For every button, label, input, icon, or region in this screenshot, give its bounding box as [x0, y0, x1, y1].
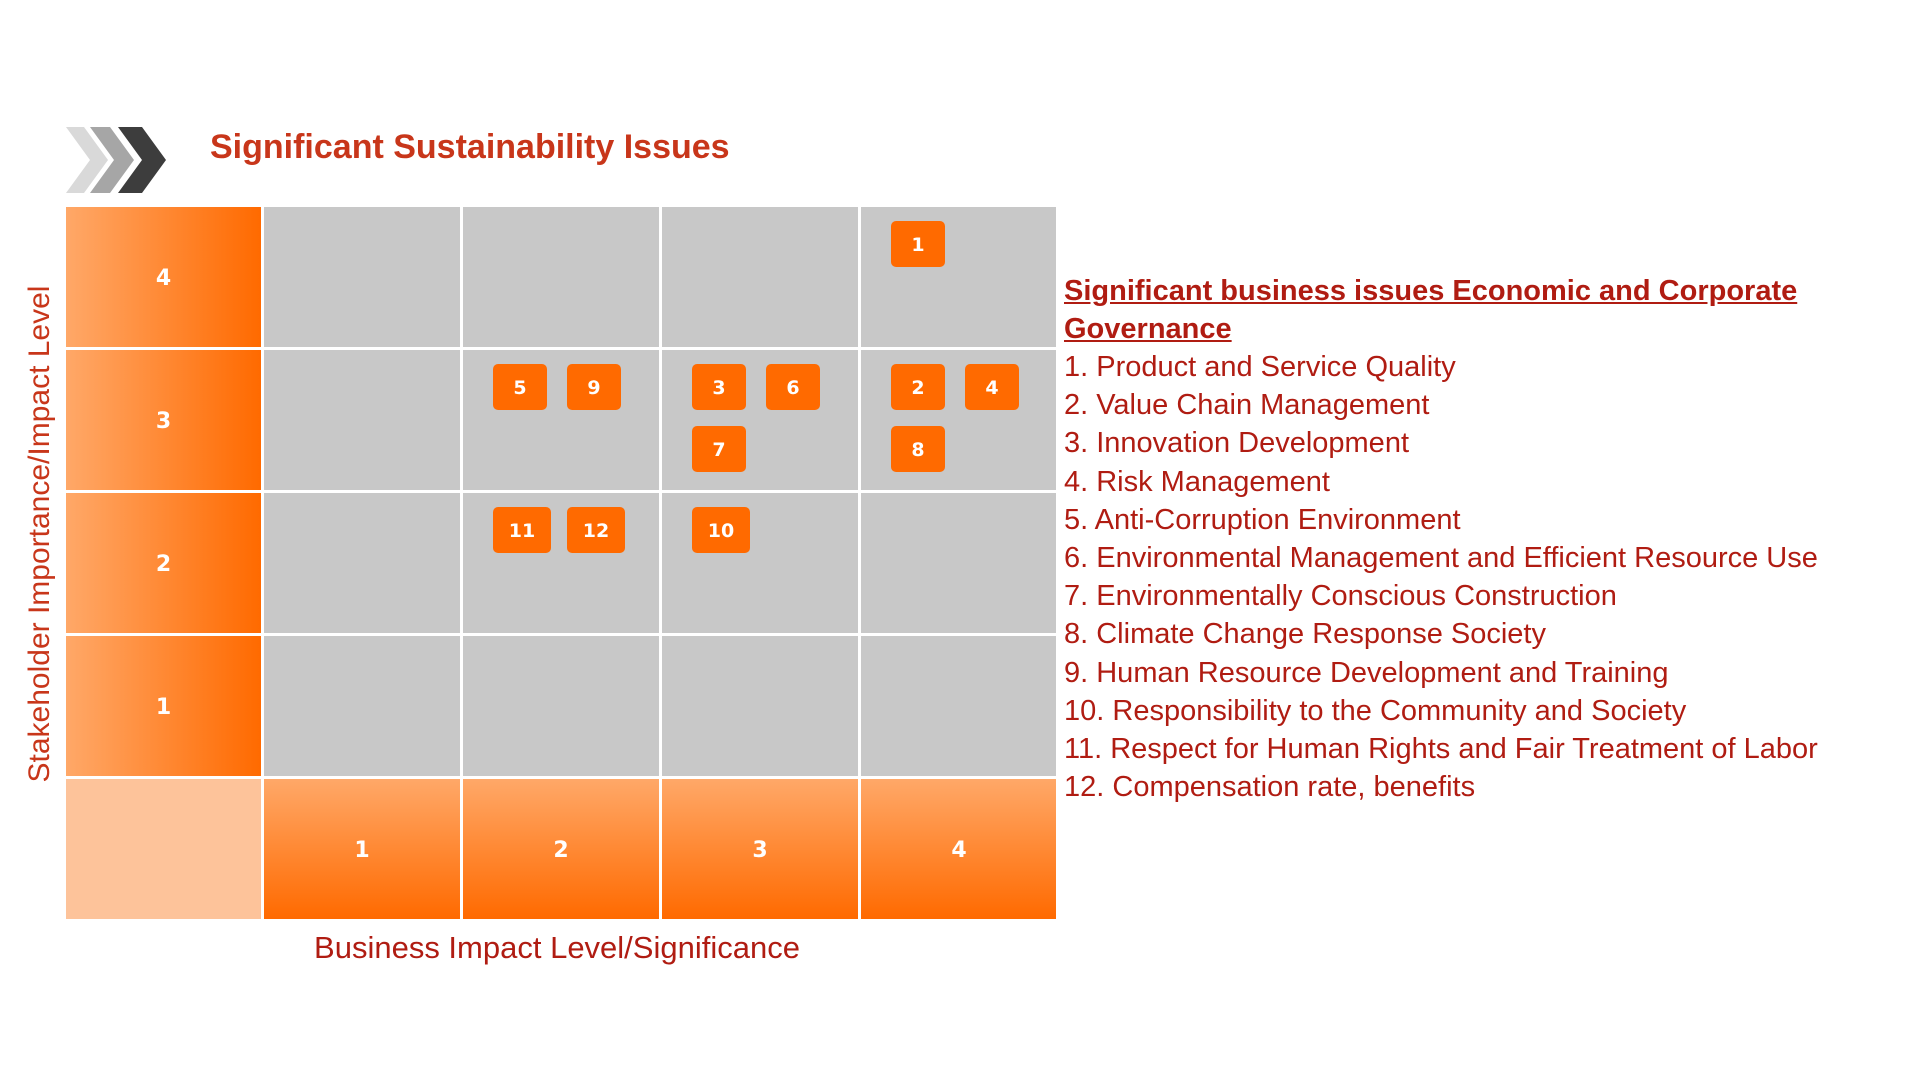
- y-level-cell-4: [66, 207, 261, 347]
- x-tick-label-3: 3: [752, 838, 767, 863]
- x-level-cell-2: [463, 779, 659, 919]
- issue-marker-label: 3: [712, 377, 725, 399]
- chevron-arrows-icon: [66, 127, 166, 193]
- grid-cell: [463, 207, 659, 347]
- issue-marker-box: [965, 364, 1019, 410]
- grid-cell: [264, 636, 460, 776]
- issue-marker-8: 8: [891, 426, 945, 472]
- y-level-cell-3: [66, 350, 261, 490]
- issue-marker-3: 3: [692, 364, 746, 410]
- issue-marker-box: [891, 221, 945, 267]
- legend-title: Significant business issues Economic and…: [1064, 275, 1798, 345]
- grid-cell: [662, 350, 858, 490]
- grid-cell: [463, 350, 659, 490]
- issue-marker-7: 7: [692, 426, 746, 472]
- legend-list: 1. Product and Service Quality 2. Value C…: [1064, 348, 1914, 806]
- legend-item-10: 10. Responsibility to the Community and …: [1064, 694, 1687, 727]
- grid-cell: [264, 350, 460, 490]
- issue-marker-label: 11: [509, 520, 535, 542]
- issue-marker-label: 5: [513, 377, 526, 399]
- x-axis-label: Business Impact Level/Significance: [314, 930, 800, 965]
- grid-cell: [662, 493, 858, 633]
- y-tick-label-1: 1: [156, 695, 171, 720]
- issue-marker-4: 4: [965, 364, 1019, 410]
- grid-cell: [264, 493, 460, 633]
- issue-marker-box: [766, 364, 820, 410]
- issue-marker-label: 12: [583, 520, 609, 542]
- grid-cell: [861, 493, 1056, 633]
- issue-marker-label: 1: [911, 234, 924, 256]
- issue-legend: Significant business issues Economic and…: [1064, 272, 1914, 806]
- legend-item-11: 11. Respect for Human Rights and Fair Tr…: [1064, 733, 1818, 766]
- y-tick-label-4: 4: [156, 266, 171, 291]
- legend-item-5: 5. Anti-Corruption Environment: [1064, 503, 1461, 536]
- grid-cell: [264, 207, 460, 347]
- corner-cell: [66, 779, 261, 919]
- issue-marker-label: 7: [712, 439, 725, 461]
- issue-marker-label: 4: [985, 377, 998, 399]
- issue-marker-label: 10: [708, 520, 734, 542]
- issue-marker-label: 8: [911, 439, 924, 461]
- issue-marker-10: 10: [692, 507, 750, 553]
- x-level-cell-3: [662, 779, 858, 919]
- grid-cell: [463, 493, 659, 633]
- grid-cell: [861, 350, 1056, 490]
- legend-item-6: 6. Environmental Management and Efficien…: [1064, 542, 1818, 575]
- issue-marker-label: 2: [911, 377, 924, 399]
- legend-item-4: 4. Risk Management: [1064, 465, 1330, 498]
- x-tick-label-2: 2: [553, 838, 568, 863]
- x-tick-label-1: 1: [354, 838, 369, 863]
- issue-marker-box: [692, 426, 746, 472]
- issue-marker-box: [493, 364, 547, 410]
- issue-marker-12: 12: [567, 507, 625, 553]
- issue-marker-5: 5: [493, 364, 547, 410]
- grid-cell: [463, 636, 659, 776]
- legend-item-12: 12. Compensation rate, benefits: [1064, 771, 1476, 804]
- legend-item-2: 2. Value Chain Management: [1064, 389, 1430, 422]
- issue-marker-label: 6: [786, 377, 799, 399]
- y-tick-label-3: 3: [156, 409, 171, 434]
- legend-item-1: 1. Product and Service Quality: [1064, 351, 1456, 383]
- issue-marker-box: [692, 364, 746, 410]
- x-level-cell-1: [264, 779, 460, 919]
- issue-marker-label: 9: [587, 377, 600, 399]
- issue-marker-box: [692, 507, 750, 553]
- page-title: Significant Sustainability Issues: [210, 128, 730, 166]
- x-tick-label-4: 4: [951, 838, 966, 863]
- issue-marker-box: [567, 364, 621, 410]
- issue-marker-6: 6: [766, 364, 820, 410]
- issue-marker-2: 2: [891, 364, 945, 410]
- issue-marker-box: [891, 426, 945, 472]
- grid-cell: [861, 207, 1056, 347]
- legend-item-8: 8. Climate Change Response Society: [1064, 618, 1546, 651]
- legend-item-7: 7. Environmentally Conscious Constructio…: [1064, 580, 1617, 613]
- issue-marker-box: [567, 507, 625, 553]
- issue-marker-1: 1: [891, 221, 945, 267]
- grid-cell: [662, 207, 858, 347]
- issue-marker-9: 9: [567, 364, 621, 410]
- y-axis-label: Stakeholder Importance/Impact Level: [23, 285, 56, 783]
- y-tick-label-2: 2: [156, 552, 171, 577]
- grid-cell: [861, 636, 1056, 776]
- issue-marker-11: 11: [493, 507, 551, 553]
- x-level-cell-4: [861, 779, 1056, 919]
- grid-cell: [662, 636, 858, 776]
- legend-item-9: 9. Human Resource Development and Traini…: [1064, 656, 1669, 689]
- legend-item-3: 3. Innovation Development: [1064, 427, 1409, 460]
- issue-marker-box: [891, 364, 945, 410]
- y-level-cell-1: [66, 636, 261, 776]
- issue-marker-box: [493, 507, 551, 553]
- y-level-cell-2: [66, 493, 261, 633]
